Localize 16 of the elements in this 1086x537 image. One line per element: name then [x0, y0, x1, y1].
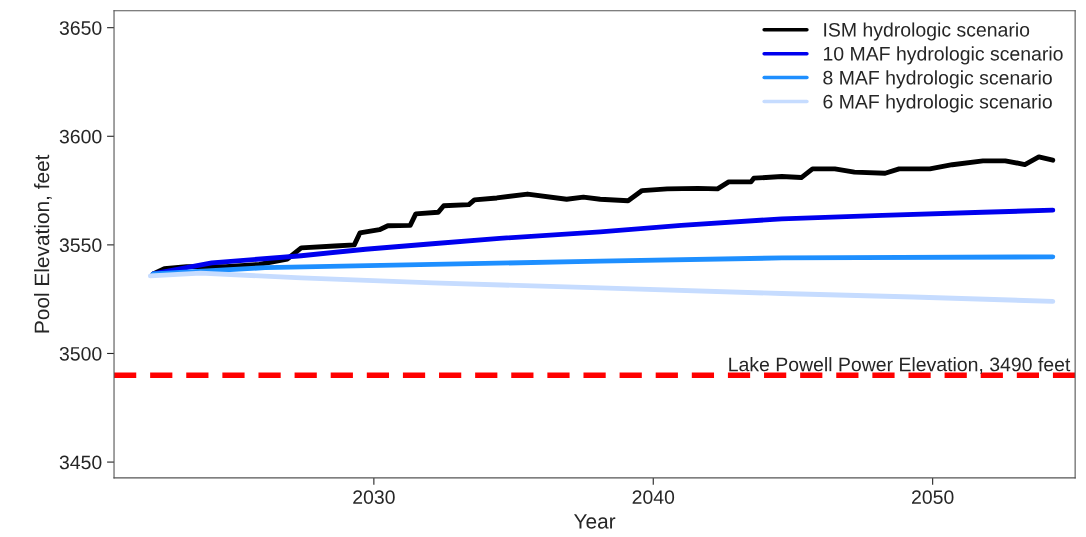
y-tick-label: 3450: [59, 455, 102, 470]
y-tick-label: 3550: [59, 238, 102, 253]
x-tick-label: 2040: [632, 490, 675, 505]
ref-line-label: Lake Powell Power Elevation, 3490 feet: [729, 357, 1071, 374]
line-series: [147, 270, 1056, 304]
legend-label: ISM hydrologic scenario: [824, 22, 1030, 41]
y-tick-label: 3600: [59, 129, 102, 144]
legend-label: 8 MAF hydrologic scenario: [823, 70, 1052, 89]
x-tick-label: 2050: [912, 490, 954, 505]
x-tick-label: 2030: [353, 490, 395, 505]
x-axis-title: Year: [573, 514, 616, 529]
y-tick-label: 3650: [59, 21, 102, 35]
y-axis-title: Pool Elevation, feet: [34, 154, 52, 333]
y-tick-label: 3500: [59, 346, 102, 361]
legend-label: 6 MAF hydrologic scenario: [823, 94, 1052, 113]
legend-label: 10 MAF hydrologic scenario: [823, 46, 1063, 65]
